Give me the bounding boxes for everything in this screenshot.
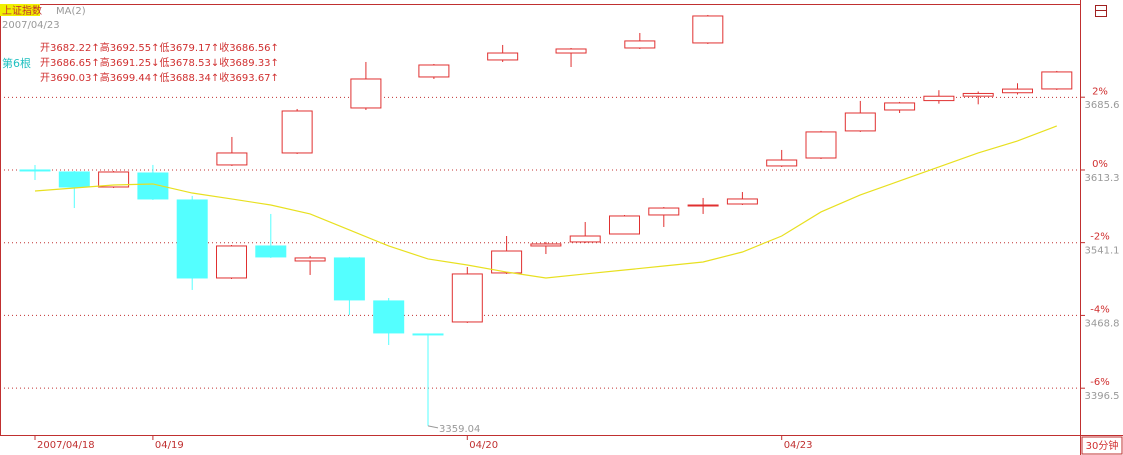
candle-body xyxy=(19,169,51,172)
index-name: 上证指数 xyxy=(2,4,42,17)
plot-frame xyxy=(0,4,1081,436)
low-label: 3359.04 xyxy=(439,424,480,435)
y2-tick-label: -4% xyxy=(1090,304,1109,315)
candle-body xyxy=(176,199,208,279)
period-box[interactable] xyxy=(1081,436,1123,455)
candle-body xyxy=(624,40,656,49)
candle-body xyxy=(1041,71,1073,90)
candle-body xyxy=(412,333,444,336)
info-line: 开3690.03↑高3699.44↑低3688.34↑收3693.67↑ xyxy=(40,71,279,84)
x-tick-label: 04/23 xyxy=(784,440,813,451)
y-tick-label: 3468.8 xyxy=(1085,318,1120,329)
x-tick-label: 04/20 xyxy=(469,440,498,451)
count-label: 第6根 xyxy=(2,56,31,70)
low-pointer xyxy=(427,425,439,429)
candle-body xyxy=(766,159,798,167)
candle-body xyxy=(569,235,601,243)
candle-body xyxy=(726,198,758,205)
candle-body xyxy=(884,102,916,111)
candle-body xyxy=(609,215,640,235)
candle-body xyxy=(491,250,523,274)
y2-tick-label: 0% xyxy=(1092,159,1108,170)
period-label[interactable]: 30分钟 xyxy=(1086,439,1119,452)
date-label: 2007/04/23 xyxy=(2,20,60,31)
candle-body xyxy=(805,131,837,159)
y2-tick-label: -2% xyxy=(1090,232,1109,243)
candle-body xyxy=(294,257,326,262)
candle-body xyxy=(923,95,955,102)
info-line: 开3686.65↑高3691.25↓低3678.53↓收3689.33↑ xyxy=(40,56,279,69)
ma-line xyxy=(34,125,1058,279)
candle-body xyxy=(530,243,562,247)
candle-body xyxy=(962,92,994,97)
candle-body xyxy=(350,78,382,109)
y-tick-label: 3396.5 xyxy=(1085,391,1120,402)
candle-body xyxy=(451,273,483,323)
candle-body xyxy=(216,152,248,166)
candle-body xyxy=(692,15,724,44)
title-highlight xyxy=(0,4,40,16)
candle-body xyxy=(333,257,365,301)
info-line: 开3682.22↑高3692.55↑低3679.17↑收3686.56↑ xyxy=(40,41,279,54)
y2-tick-label: -6% xyxy=(1090,377,1109,388)
y-tick-label: 3685.6 xyxy=(1085,100,1120,111)
y-tick-label: 3541.1 xyxy=(1085,246,1120,257)
candle-body xyxy=(216,245,247,279)
candle-body xyxy=(648,207,680,216)
y2-tick-label: 2% xyxy=(1092,86,1108,97)
candle-body xyxy=(555,48,587,54)
x-tick-label: 04/19 xyxy=(155,440,184,451)
candle-body xyxy=(281,110,313,154)
candle-body xyxy=(418,64,450,78)
candle-body xyxy=(255,245,287,258)
candle-body xyxy=(844,112,876,132)
x-tick-label: 2007/04/18 xyxy=(37,440,95,451)
candle-body xyxy=(373,300,405,334)
candle-body xyxy=(98,171,130,188)
candle-body xyxy=(487,52,519,61)
ma-legend: MA(2) xyxy=(56,6,86,17)
candle-body xyxy=(1002,88,1033,94)
y-tick-label: 3613.3 xyxy=(1085,173,1120,184)
candle-body xyxy=(58,171,90,188)
candle-body xyxy=(687,204,719,207)
